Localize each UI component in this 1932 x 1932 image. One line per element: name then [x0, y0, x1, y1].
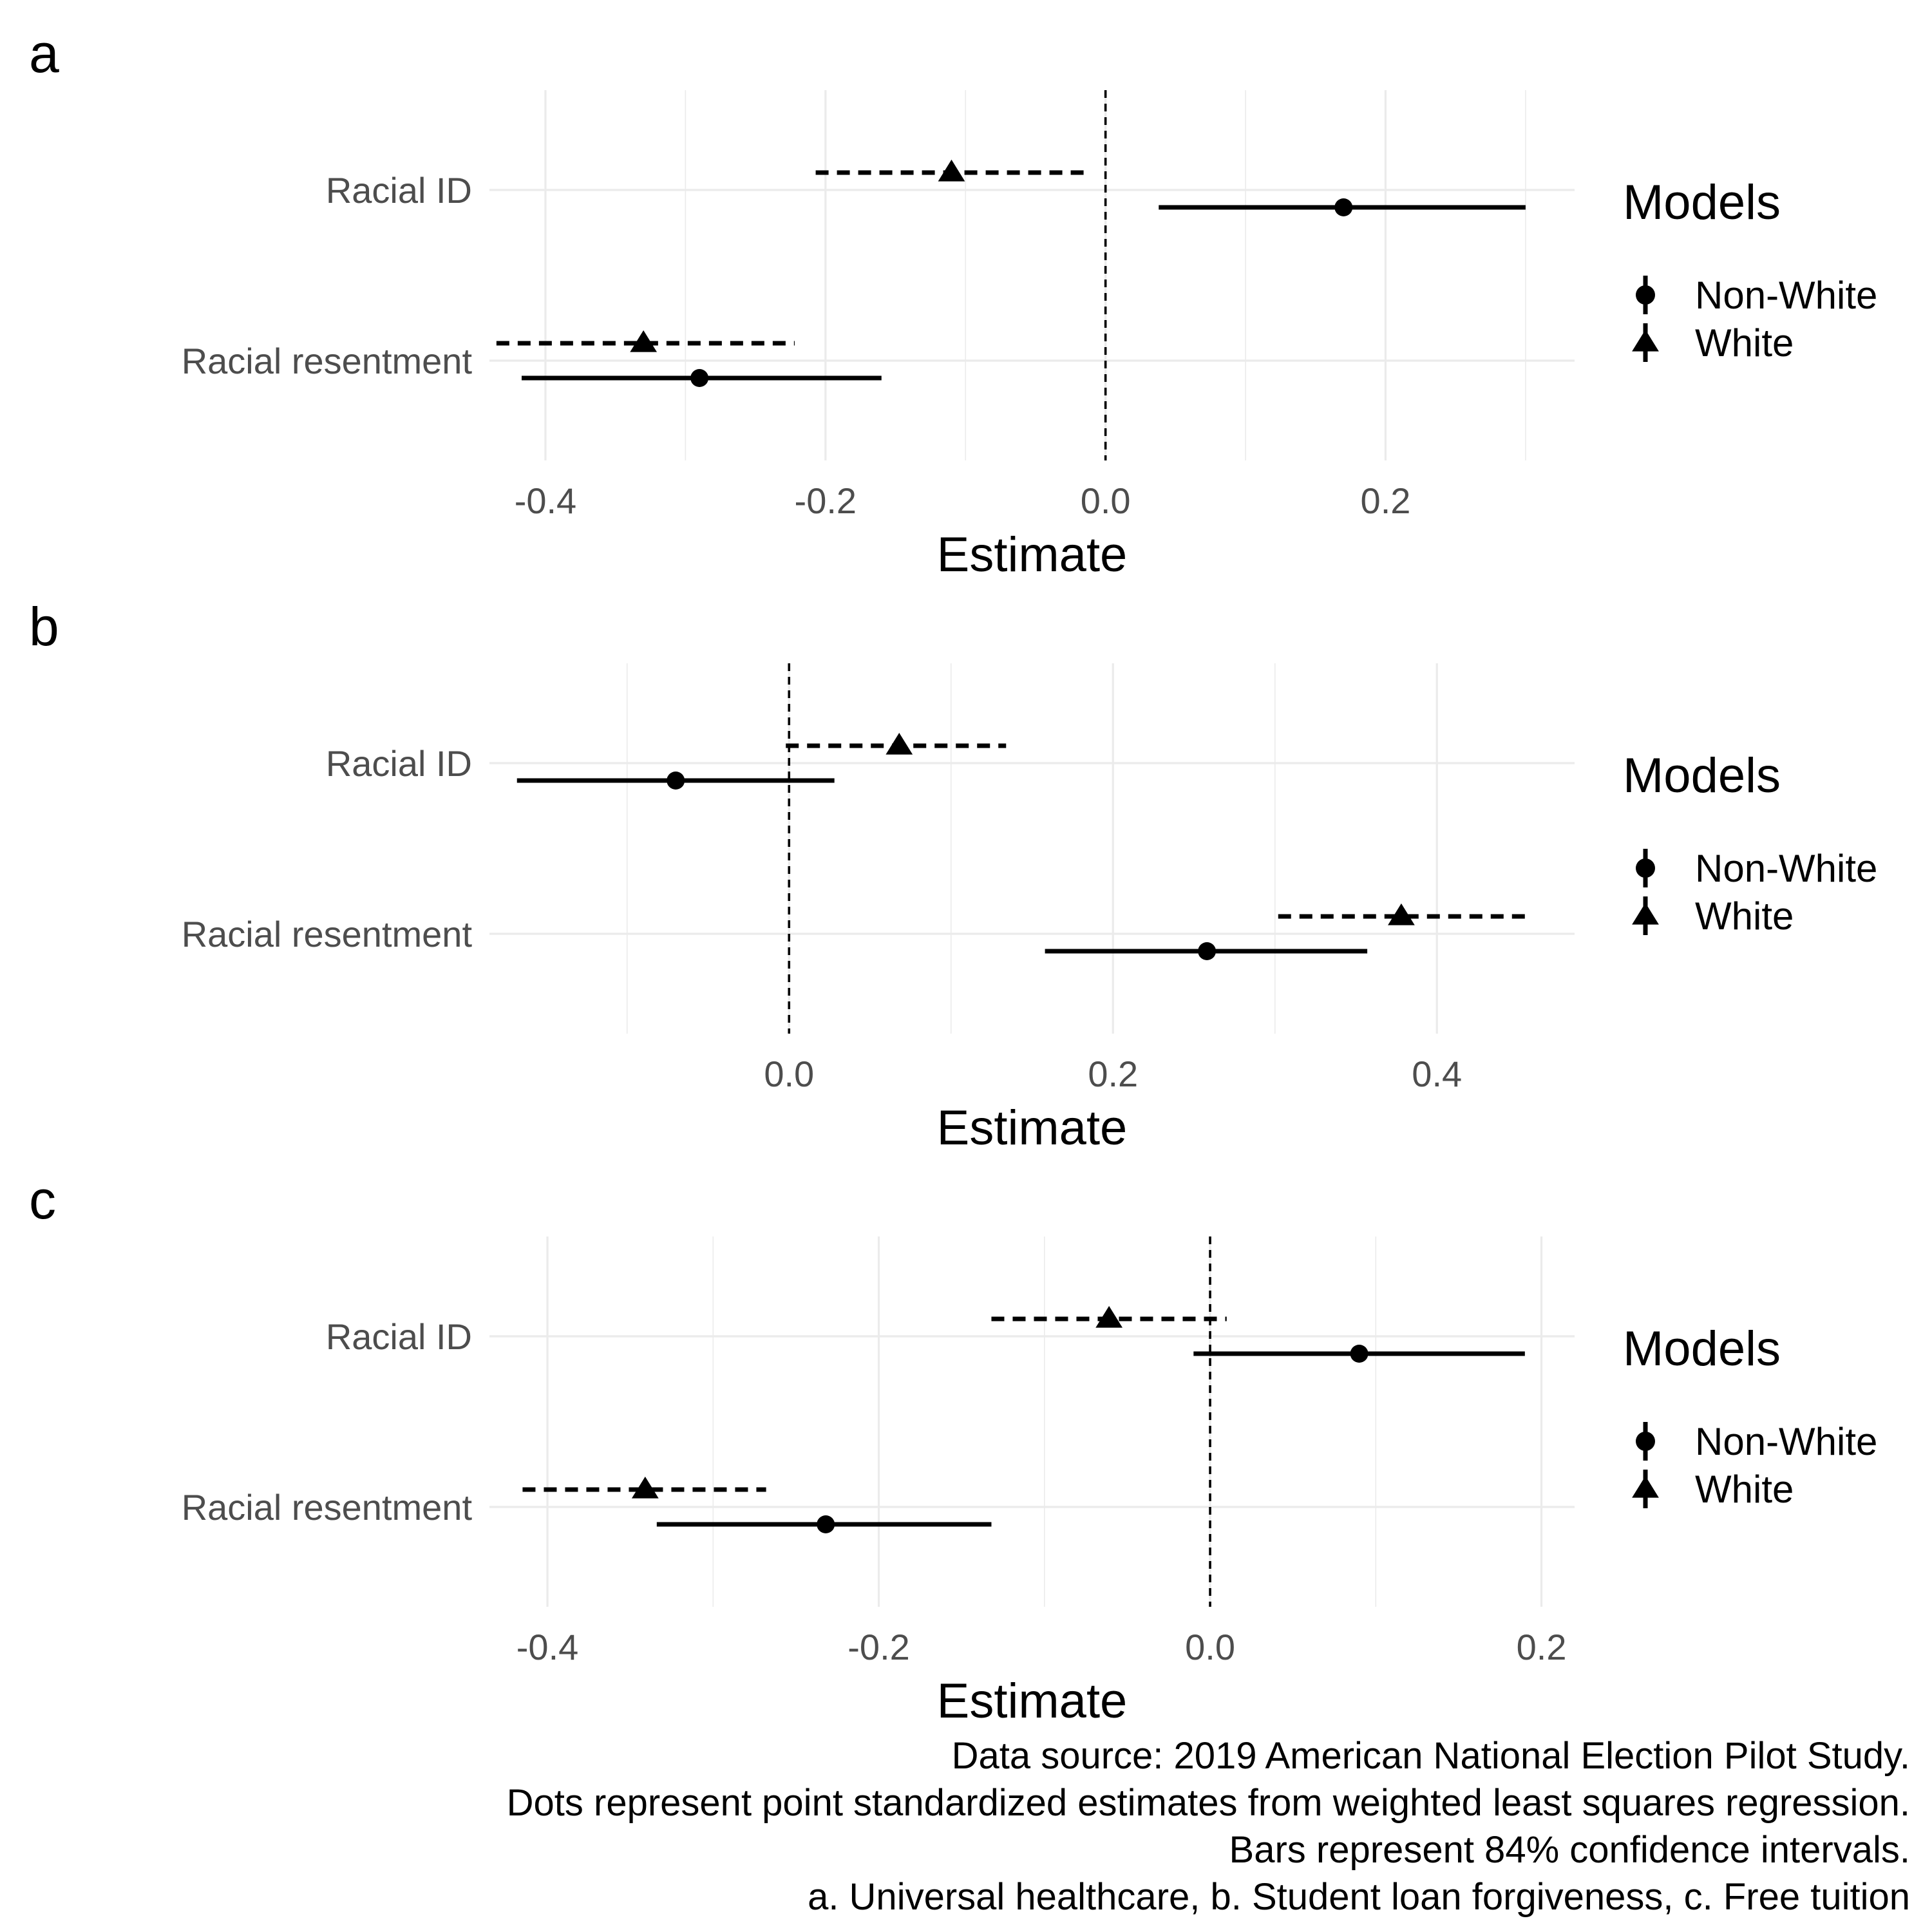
legend-key	[1636, 849, 1655, 887]
legend-title: Models	[1623, 748, 1781, 803]
x-tick-label: -0.4	[516, 1627, 579, 1667]
gridlines	[489, 90, 1575, 460]
caption-line-3: Bars represent 84% confidence intervals.	[1229, 1829, 1910, 1871]
legend: Models Non-White White	[1623, 748, 1877, 938]
estimate-triangle	[1388, 903, 1415, 925]
estimate-triangle	[630, 330, 658, 352]
legend-label: White	[1695, 895, 1794, 938]
panel-b: b Racial ID Racial resentment 0.0 0.2 0.4 Esti…	[29, 596, 1877, 1155]
x-axis-title: Estimate	[937, 1674, 1128, 1728]
legend-label: Non-White	[1695, 1420, 1877, 1463]
gridlines	[489, 1236, 1575, 1607]
circle-icon	[1636, 858, 1655, 878]
series-white	[496, 159, 1085, 352]
triangle-icon	[1632, 329, 1659, 352]
estimate-point	[667, 772, 685, 790]
panel-label: c	[29, 1170, 56, 1230]
legend-key	[1636, 276, 1655, 314]
estimate-point	[690, 369, 709, 387]
x-tick-label: 0.4	[1412, 1054, 1462, 1094]
caption-line-1: Data source: 2019 American National Elec…	[951, 1735, 1910, 1777]
x-axis-title: Estimate	[937, 1101, 1128, 1155]
legend-label: Non-White	[1695, 274, 1877, 317]
x-tick-label: 0.0	[1081, 480, 1131, 521]
y-tick-label: Racial ID	[326, 170, 472, 211]
series-non-white	[522, 198, 1526, 387]
circle-icon	[1636, 285, 1655, 305]
panel-a: a Racial ID Racial resentment -0.4 -0.2 0.0 0.…	[29, 23, 1877, 582]
estimate-triangle	[631, 1476, 659, 1499]
estimate-triangle	[938, 159, 965, 182]
x-tick-label: 0.0	[764, 1054, 814, 1094]
legend-title: Models	[1623, 1321, 1781, 1376]
circle-icon	[1636, 1432, 1655, 1451]
caption-line-2: Dots represent point standardized estima…	[506, 1782, 1910, 1824]
y-tick-label: Racial resentment	[182, 914, 473, 954]
series-white	[522, 1305, 1227, 1499]
legend-key	[1636, 1422, 1655, 1461]
legend-key	[1632, 1470, 1659, 1508]
panel-c: c Racial ID Racial resentment -0.4 -0.2 0.0 0.…	[29, 1170, 1877, 1728]
series-non-white	[516, 772, 1368, 960]
panel-label: b	[29, 596, 59, 657]
legend-label: White	[1695, 1468, 1794, 1511]
estimate-triangle	[886, 732, 913, 755]
legend-label: White	[1695, 321, 1794, 365]
legend: Models Non-White White	[1623, 1321, 1877, 1511]
caption: Data source: 2019 American National Elec…	[507, 1732, 1910, 1920]
x-tick-label: -0.2	[795, 480, 857, 521]
legend-title: Models	[1623, 175, 1781, 230]
estimate-point	[1334, 198, 1353, 216]
legend-key	[1632, 323, 1659, 362]
y-tick-label: Racial ID	[326, 1316, 472, 1357]
x-axis-title: Estimate	[937, 527, 1128, 582]
y-tick-label: Racial ID	[326, 743, 472, 784]
y-tick-label: Racial resentment	[182, 341, 473, 381]
estimate-triangle	[1095, 1305, 1123, 1328]
y-tick-label: Racial resentment	[182, 1487, 473, 1528]
estimate-point	[1198, 942, 1217, 960]
estimate-point	[817, 1515, 835, 1533]
caption-line-4: a. Universal healthcare, b. Student loan…	[808, 1876, 1910, 1918]
x-tick-label: 0.0	[1185, 1627, 1235, 1667]
x-tick-label: 0.2	[1088, 1054, 1138, 1094]
x-tick-label: -0.2	[848, 1627, 910, 1667]
panel-label: a	[29, 23, 59, 84]
triangle-icon	[1632, 902, 1659, 925]
legend-label: Non-White	[1695, 847, 1877, 890]
series-non-white	[656, 1345, 1525, 1533]
legend-key	[1632, 896, 1659, 935]
x-tick-label: -0.4	[515, 480, 577, 521]
x-tick-label: 0.2	[1361, 480, 1411, 521]
series-white	[786, 732, 1526, 925]
gridlines	[489, 663, 1575, 1034]
estimate-point	[1350, 1345, 1368, 1363]
triangle-icon	[1632, 1475, 1659, 1498]
x-tick-label: 0.2	[1517, 1627, 1567, 1667]
